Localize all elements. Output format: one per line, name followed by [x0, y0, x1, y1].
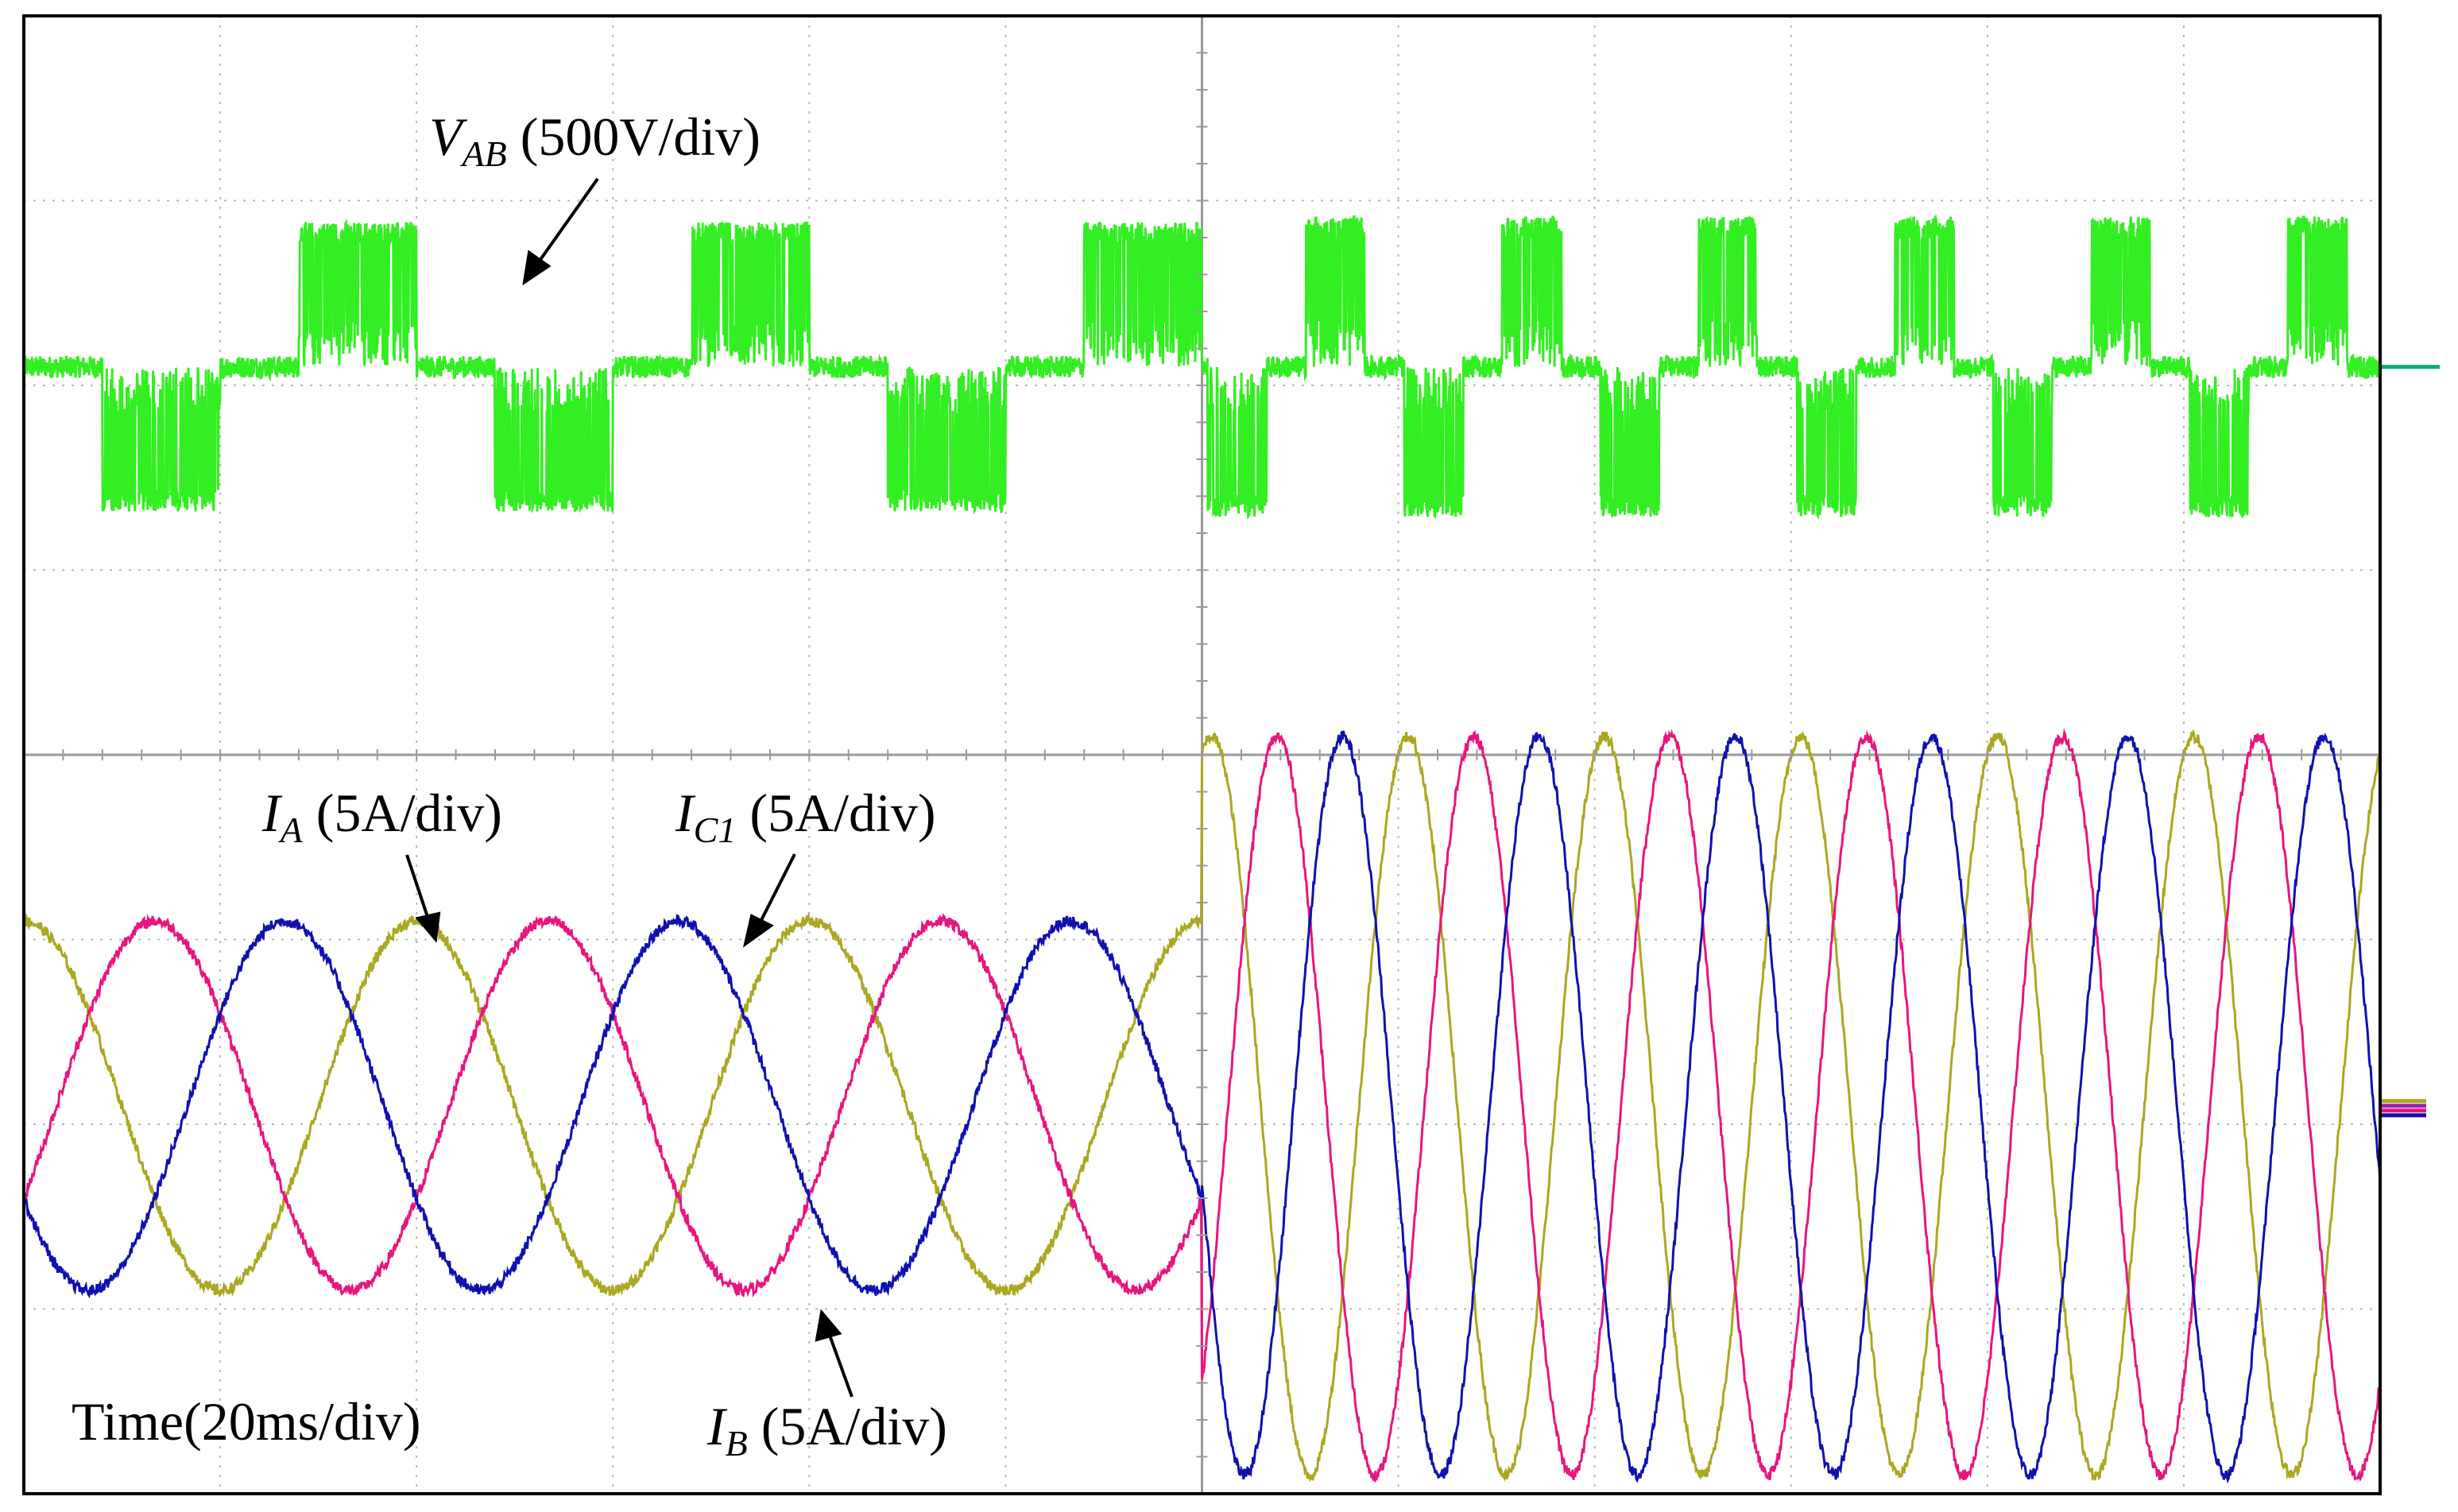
ia-arrow	[405, 854, 431, 922]
ib-arrowhead	[815, 1309, 842, 1342]
ic1-arrow	[755, 853, 796, 930]
channel-level-markers	[2382, 365, 2440, 1118]
ib-arrow	[826, 1330, 854, 1398]
center-axis-ticks	[62, 52, 2342, 1458]
ia-arrowhead	[415, 911, 441, 943]
ic1-arrowhead	[742, 914, 774, 948]
ia-label: IA (5A/div)	[261, 783, 502, 850]
annotation-arrows	[405, 177, 854, 1398]
ic1-label: IC1 (5A/div)	[675, 783, 936, 850]
ic1-trace	[22, 730, 2382, 1484]
vab-trace	[22, 214, 2382, 520]
ib-label: IB (5A/div)	[706, 1396, 947, 1464]
vab-label: VAB (500V/div)	[429, 106, 761, 174]
vab-arrow	[532, 177, 599, 270]
plot-frame	[22, 14, 2382, 1495]
time-scale-label: Time(20ms/div)	[72, 1391, 421, 1452]
vab-arrowhead	[522, 249, 552, 286]
